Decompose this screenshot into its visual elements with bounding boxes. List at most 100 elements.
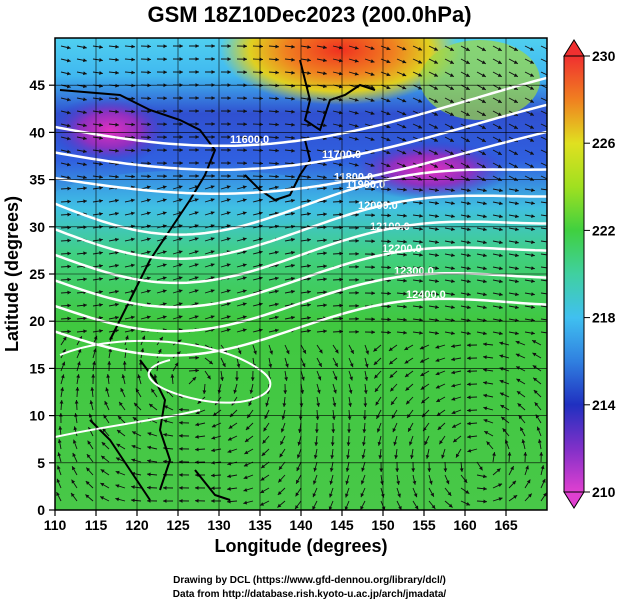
wind-arrowhead bbox=[370, 98, 375, 102]
wind-arrowhead bbox=[178, 198, 183, 202]
wind-arrowhead bbox=[483, 393, 488, 398]
wind-arrowhead bbox=[194, 237, 199, 241]
wind-arrowhead bbox=[179, 148, 183, 152]
wind-arrowhead bbox=[483, 342, 487, 347]
wind-arrowhead bbox=[531, 279, 535, 283]
wind-arrowhead bbox=[361, 454, 366, 459]
wind-arrowhead bbox=[393, 441, 398, 446]
wind-arrowhead bbox=[226, 198, 231, 202]
wind-arrowhead bbox=[498, 266, 503, 271]
wind-arrowhead bbox=[449, 138, 454, 142]
contour-label: 12200.0 bbox=[382, 243, 422, 255]
wind-arrowhead bbox=[483, 499, 487, 504]
wind-arrowhead bbox=[466, 292, 471, 297]
wind-arrowhead bbox=[316, 403, 321, 407]
wind-arrowhead bbox=[313, 480, 317, 485]
wind-arrowhead bbox=[386, 137, 391, 142]
wind-arrowhead bbox=[346, 455, 350, 459]
wind-arrowhead bbox=[162, 198, 167, 203]
wind-arrowhead bbox=[466, 501, 471, 506]
wind-arrowhead bbox=[253, 350, 257, 355]
wind-arrowhead bbox=[269, 350, 273, 355]
wind-vectors bbox=[56, 44, 547, 510]
wind-arrowhead bbox=[339, 212, 343, 217]
wind-arrowhead bbox=[279, 453, 284, 458]
wind-arrowhead bbox=[529, 86, 534, 90]
wind-arrowhead bbox=[435, 279, 439, 283]
wind-arrowhead bbox=[211, 448, 215, 453]
wind-arrowhead bbox=[275, 135, 279, 140]
wind-arrowhead bbox=[529, 125, 534, 129]
x-axis-label: Longitude (degrees) bbox=[214, 536, 387, 556]
wind-arrowhead bbox=[147, 122, 151, 127]
wind-arrowhead bbox=[99, 303, 103, 307]
wind-arrowhead bbox=[498, 292, 503, 297]
wind-arrowhead bbox=[481, 112, 486, 116]
wind-arrowhead bbox=[274, 276, 279, 281]
wind-arrowhead bbox=[447, 491, 452, 496]
wind-arrowhead bbox=[211, 161, 215, 165]
wind-arrowhead bbox=[498, 227, 503, 232]
wind-arrowhead bbox=[370, 137, 375, 141]
wind-arrowhead bbox=[242, 328, 247, 333]
wind-arrowhead bbox=[83, 251, 87, 256]
wind-arrowhead bbox=[531, 227, 535, 231]
wind-arrowhead bbox=[499, 392, 504, 397]
wind-arrowhead bbox=[389, 360, 394, 365]
wind-arrow bbox=[540, 318, 547, 321]
wind-arrowhead bbox=[179, 174, 183, 178]
wind-arrowhead bbox=[498, 497, 503, 501]
wind-arrowhead bbox=[291, 289, 295, 294]
wind-arrowhead bbox=[62, 336, 67, 341]
wind-arrowhead bbox=[262, 439, 267, 444]
wind-arrowhead bbox=[101, 455, 106, 460]
wind-arrowhead bbox=[179, 161, 183, 165]
wind-arrowhead bbox=[363, 403, 368, 407]
wind-arrowhead bbox=[56, 492, 60, 497]
wind-arrowhead bbox=[323, 175, 327, 180]
wind-arrowhead bbox=[179, 420, 183, 425]
wind-arrowhead bbox=[435, 292, 439, 296]
wind-arrowhead bbox=[115, 70, 119, 75]
wind-arrowhead bbox=[483, 381, 487, 385]
wind-arrowhead bbox=[99, 251, 103, 255]
wind-arrowhead bbox=[131, 498, 135, 503]
wind-arrowhead bbox=[207, 375, 211, 380]
wind-arrowhead bbox=[67, 303, 71, 308]
wind-arrowhead bbox=[140, 348, 145, 353]
wind-arrowhead bbox=[227, 148, 231, 152]
wind-arrowhead bbox=[435, 371, 440, 376]
wind-arrowhead bbox=[465, 47, 470, 51]
wind-arrowhead bbox=[536, 426, 541, 431]
wind-arrowhead bbox=[242, 289, 247, 294]
wind-arrowhead bbox=[67, 329, 71, 334]
wind-arrowhead bbox=[449, 86, 454, 90]
wind-arrowhead bbox=[99, 71, 103, 75]
wind-arrowhead bbox=[435, 345, 440, 349]
wind-arrowhead bbox=[163, 44, 167, 49]
wind-arrowhead bbox=[515, 253, 519, 258]
wind-arrowhead bbox=[131, 485, 135, 489]
wind-arrowhead bbox=[419, 226, 423, 231]
wind-arrowhead bbox=[115, 276, 119, 281]
wind-arrowhead bbox=[451, 253, 455, 258]
wind-arrowhead bbox=[360, 493, 365, 498]
wind-arrowhead bbox=[323, 251, 327, 256]
wind-arrowhead bbox=[515, 340, 520, 345]
wind-arrowhead bbox=[137, 374, 142, 379]
wind-arrowhead bbox=[131, 70, 135, 75]
wind-arrowhead bbox=[275, 148, 279, 153]
wind-arrowhead bbox=[449, 73, 454, 77]
wind-arrowhead bbox=[527, 493, 532, 498]
wind-arrowhead bbox=[375, 401, 380, 406]
wind-arrowhead bbox=[115, 302, 119, 307]
wind-arrowhead bbox=[250, 377, 255, 381]
wind-arrowhead bbox=[86, 454, 91, 459]
wind-arrowhead bbox=[99, 123, 103, 127]
wind-arrowhead bbox=[211, 174, 215, 178]
wind-arrowhead bbox=[479, 466, 483, 471]
wind-arrowhead bbox=[482, 266, 487, 271]
wind-arrowhead bbox=[467, 448, 472, 453]
wind-arrowhead bbox=[373, 347, 378, 352]
wind-arrowhead bbox=[58, 426, 63, 430]
